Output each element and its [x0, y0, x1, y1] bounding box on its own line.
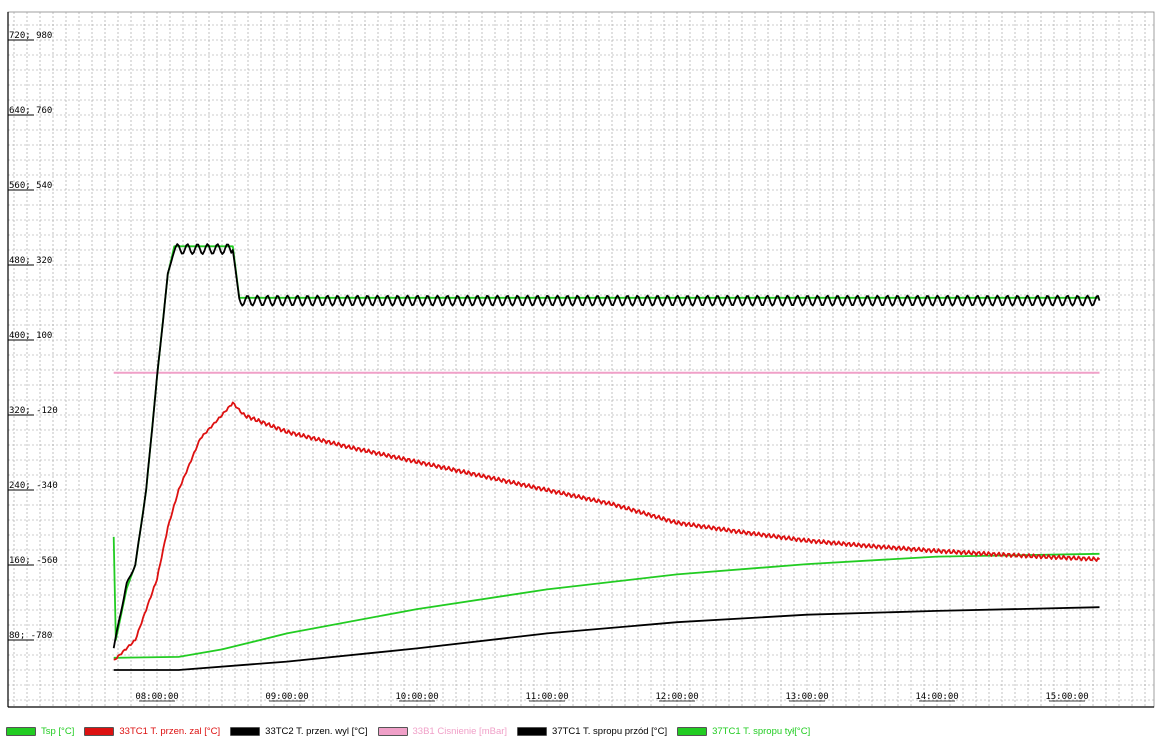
legend-label: 33TC2 T. przen. wyl [°C]: [265, 725, 368, 737]
y-tick-label: 640; 760: [9, 106, 52, 116]
plot-area: [7, 11, 1155, 708]
y-tick-label: 720; 980: [9, 31, 52, 41]
legend: Tsp [°C] 33TC1 T. przen. zal [°C] 33TC2 T.…: [6, 723, 810, 739]
axes: [7, 12, 1154, 708]
grid: [7, 11, 1155, 708]
y-tick-label: 80; -780: [9, 631, 52, 641]
y-tick-label: 320; -120: [9, 406, 58, 416]
x-tick-label: 10:00:00: [395, 692, 438, 702]
y-tick-label: 400; 100: [9, 331, 52, 341]
legend-swatch: [6, 726, 36, 736]
tick-labels: 80; -780 160; -560 240; -340 320; -120 400; …: [8, 31, 1089, 702]
legend-label: 33B1 Cisnienie [mBar]: [412, 725, 508, 737]
x-tick-label: 09:00:00: [265, 692, 308, 702]
series-line-4: [113, 606, 1100, 671]
legend-swatch: [677, 726, 708, 736]
x-tick-label: 12:00:00: [655, 692, 698, 702]
legend-item: 37TC1 T. spropu tył[°C]: [677, 726, 810, 737]
y-tick-label: 240; -340: [9, 481, 58, 491]
series-lines: [112, 243, 1101, 671]
series-line-1: [113, 401, 1101, 661]
legend-item: 33TC2 T. przen. wyl [°C]: [230, 725, 368, 737]
legend-item: 33B1 Cisnienie [mBar]: [377, 725, 508, 737]
legend-label: 37TC1 T. spropu przód [°C]: [552, 725, 668, 737]
x-tick-label: 08:00:00: [135, 692, 178, 702]
legend-item: Tsp [°C]: [6, 726, 74, 737]
y-tick-label: 560; 540: [9, 181, 52, 191]
legend-label: Tsp [°C]: [41, 725, 75, 737]
legend-item: 37TC1 T. spropu przód [°C]: [517, 726, 667, 737]
legend-label: 37TC1 T. spropu tył[°C]: [712, 725, 811, 737]
legend-swatch: [377, 726, 408, 736]
y-tick-label: 160; -560: [9, 556, 58, 566]
y-tick-label: 480; 320: [9, 256, 52, 266]
series-line-2: [112, 243, 1101, 649]
legend-swatch: [517, 726, 548, 736]
legend-label: 33TC1 T. przen. zal [°C]: [119, 725, 221, 737]
x-tick-label: 11:00:00: [525, 692, 568, 702]
x-tick-label: 13:00:00: [785, 692, 828, 702]
x-tick-label: 15:00:00: [1045, 692, 1088, 702]
legend-item: 33TC1 T. przen. zal [°C]: [84, 726, 220, 737]
legend-swatch: [230, 726, 261, 736]
series-line-5: [113, 552, 1100, 659]
legend-swatch: [84, 726, 115, 736]
x-tick-label: 14:00:00: [915, 692, 958, 702]
